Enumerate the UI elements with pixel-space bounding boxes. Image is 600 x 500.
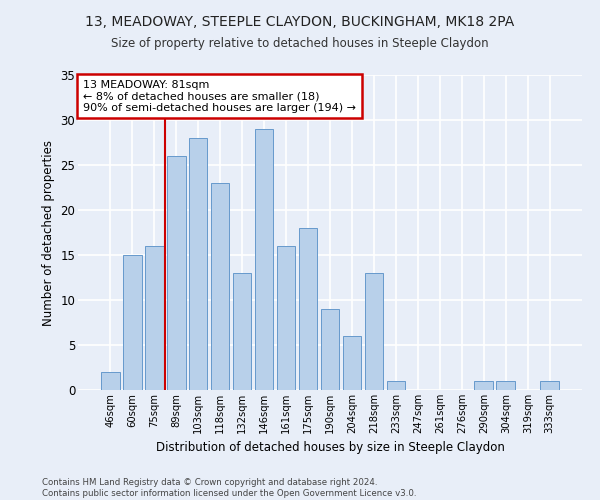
Bar <box>475 381 493 390</box>
Bar <box>211 183 229 390</box>
Text: 13, MEADOWAY, STEEPLE CLAYDON, BUCKINGHAM, MK18 2PA: 13, MEADOWAY, STEEPLE CLAYDON, BUCKINGHA… <box>85 15 515 29</box>
Bar <box>189 138 208 390</box>
Text: Size of property relative to detached houses in Steeple Claydon: Size of property relative to detached ho… <box>111 38 489 51</box>
Bar <box>123 255 142 390</box>
Text: Contains HM Land Registry data © Crown copyright and database right 2024.
Contai: Contains HM Land Registry data © Crown c… <box>42 478 416 498</box>
Bar <box>496 381 515 390</box>
Bar <box>255 129 274 390</box>
X-axis label: Distribution of detached houses by size in Steeple Claydon: Distribution of detached houses by size … <box>155 442 505 454</box>
Bar <box>277 246 295 390</box>
Bar <box>233 273 251 390</box>
Bar <box>386 381 405 390</box>
Bar <box>320 309 340 390</box>
Text: 13 MEADOWAY: 81sqm
← 8% of detached houses are smaller (18)
90% of semi-detached: 13 MEADOWAY: 81sqm ← 8% of detached hous… <box>83 80 356 113</box>
Bar <box>145 246 164 390</box>
Y-axis label: Number of detached properties: Number of detached properties <box>42 140 55 326</box>
Bar <box>541 381 559 390</box>
Bar <box>299 228 317 390</box>
Bar <box>343 336 361 390</box>
Bar <box>365 273 383 390</box>
Bar <box>167 156 185 390</box>
Bar <box>101 372 119 390</box>
